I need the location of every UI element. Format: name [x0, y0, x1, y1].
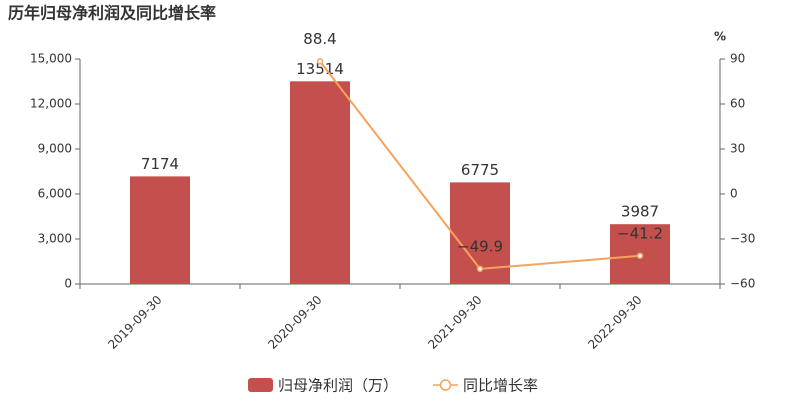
line-value-label: −41.2 — [617, 224, 663, 242]
x-tick-label: 2022-09-30 — [585, 293, 644, 352]
x-tick-label: 2021-09-30 — [425, 293, 484, 352]
bar — [290, 81, 350, 284]
y2-tick-label: −60 — [730, 277, 755, 291]
y2-tick-label: 0 — [730, 187, 738, 201]
y-tick-label: 3,000 — [38, 232, 72, 246]
line-value-label: −49.9 — [457, 237, 503, 255]
y-tick-label: 12,000 — [30, 97, 72, 111]
x-tick-label: 2020-09-30 — [265, 293, 324, 352]
legend-swatch — [248, 378, 273, 392]
legend-label: 归母净利润（万） — [278, 377, 398, 395]
y2-tick-label: 60 — [730, 97, 745, 111]
y-tick-label: 0 — [64, 277, 72, 291]
legend-marker — [439, 379, 452, 391]
y2-tick-label: 90 — [730, 52, 745, 66]
bar — [130, 176, 190, 284]
line-point — [636, 252, 644, 260]
y-tick-label: 6,000 — [38, 187, 72, 201]
y-tick-label: 15,000 — [30, 52, 72, 66]
line-point — [316, 58, 324, 65]
bar-value-label: 3987 — [621, 203, 659, 221]
bar-value-label: 6775 — [461, 161, 499, 179]
bar-value-label: 7174 — [141, 155, 179, 173]
bar-value-label: 13514 — [296, 60, 344, 78]
x-tick-label: 2019-09-30 — [105, 293, 164, 352]
y2-axis-label: % — [714, 30, 726, 44]
y-tick-label: 9,000 — [38, 142, 72, 156]
chart-title: 历年归母净利润及同比增长率 — [8, 4, 216, 23]
line-point — [476, 265, 484, 273]
y2-tick-label: 30 — [730, 142, 745, 156]
line-value-label: 88.4 — [303, 30, 336, 48]
legend-label: 同比增长率 — [463, 377, 538, 395]
y2-tick-label: −30 — [730, 232, 755, 246]
